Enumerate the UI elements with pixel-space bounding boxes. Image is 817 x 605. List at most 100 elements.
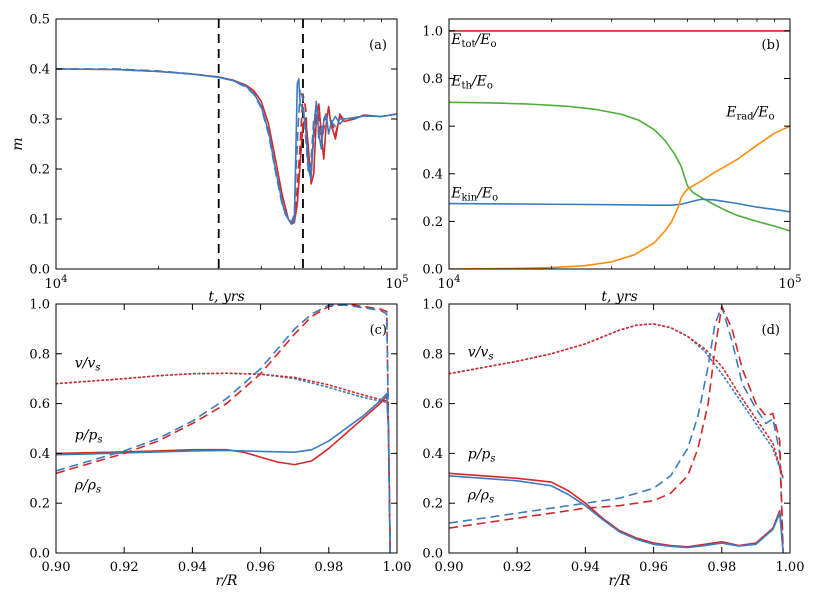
annotation-b-th: Eth/Eo [450, 74, 493, 92]
annotation-tail-sub: s [488, 351, 493, 362]
axes-frame-a [55, 18, 398, 270]
y-tick-label-b-5: 1.0 [422, 24, 443, 39]
x-tick-label-d-1: 0.92 [503, 560, 532, 575]
y-tick-label-d-4: 0.8 [422, 347, 443, 362]
annotation-tail: /E [752, 105, 769, 121]
series-line-c-rho-blue [56, 304, 391, 553]
y-tick-label-b-1: 0.2 [422, 215, 443, 230]
x-tick-label-c-0: 0.90 [42, 560, 71, 575]
annotation-tail-sub: s [97, 435, 102, 446]
annotation-tail-sub: s [490, 453, 495, 464]
series-line-d-rho-blue [449, 305, 784, 553]
y-tick-label-a-1: 0.1 [29, 213, 50, 228]
series-line-b-E_th/E_o [449, 101, 790, 232]
annotation-base: E [450, 186, 461, 202]
x-tick-label-c-2: 0.94 [178, 560, 207, 575]
x-tick-label-c-1: 0.92 [110, 560, 139, 575]
x-tick-exp: 4 [454, 274, 460, 285]
y-tick-label-b-0: 0.0 [422, 263, 443, 278]
annotation-tail-sub: s [96, 485, 101, 496]
annotation-b-rad: Erad/Eo [725, 105, 774, 123]
annotation-sub: tot [461, 39, 475, 50]
series-line-a-red-dashed [56, 68, 397, 223]
y-tick-label-c-3: 0.6 [29, 397, 50, 412]
panel-label-a: (a) [369, 38, 387, 53]
y-tick-label-a-4: 0.4 [29, 63, 50, 78]
series-line-d-rho-red [449, 305, 784, 553]
x-tick-label-a-0: 104 [45, 274, 68, 292]
y-tick-label-c-5: 1.0 [29, 298, 50, 313]
annotation-d-rho: ρ/ρs [467, 487, 494, 505]
annotation-base: v [468, 344, 476, 360]
annotation-tail: /v [474, 344, 489, 360]
x-tick-label-d-4: 0.98 [707, 560, 736, 575]
series-group-b [449, 30, 790, 269]
annotation-tail: /E [470, 74, 487, 90]
annotation-tail-sub: s [489, 494, 494, 505]
x-axis-label-d: r/R [609, 573, 631, 589]
series-line-a-red-solid [56, 68, 397, 225]
annotation-base: E [450, 32, 461, 48]
y-tick-label-d-3: 0.6 [422, 397, 443, 412]
y-tick-label-d-2: 0.4 [422, 447, 443, 462]
annotation-c-v: v/vs [75, 355, 101, 373]
x-tick-label-d-3: 0.96 [639, 560, 668, 575]
annotation-base: E [450, 74, 461, 90]
annotation-tail: /E [475, 186, 492, 202]
y-tick-label-a-3: 0.3 [29, 113, 50, 128]
annotation-tail-sub: o [487, 81, 493, 92]
y-tick-label-a-2: 0.2 [29, 163, 50, 178]
axes-frame-c [55, 303, 398, 554]
x-tick-label-d-2: 0.94 [571, 560, 600, 575]
annotation-sub: th [461, 81, 472, 92]
annotation-tail: /p [82, 428, 98, 444]
y-tick-label-d-5: 1.0 [422, 298, 443, 313]
annotation-tail: /ρ [81, 478, 97, 494]
x-tick-label-b-0: 104 [438, 274, 461, 292]
annotation-tail: /ρ [474, 487, 490, 503]
y-tick-label-b-2: 0.4 [422, 167, 443, 182]
series-line-c-p-blue [56, 392, 391, 553]
annotation-tail-sub: o [492, 193, 498, 204]
annotation-tail: /E [474, 32, 491, 48]
annotation-tail-sub: s [95, 362, 100, 373]
y-tick-label-d-0: 0.0 [422, 547, 443, 562]
series-line-d-p-blue [449, 475, 784, 553]
x-tick-label-c-5: 1.00 [383, 560, 412, 575]
series-line-c-rho-red [56, 304, 391, 553]
y-tick-label-b-4: 0.8 [422, 72, 443, 87]
panel-label-d: (d) [762, 323, 780, 338]
annotation-b-tot: Etot/Eo [450, 32, 496, 50]
annotation-d-v: v/vs [468, 344, 494, 362]
axes-frame-d [448, 303, 791, 554]
panel-c: 0.90 0.92 0.94 0.96 0.98 1.00 0.0 0.2 0.4 0.6 0.8 1… [29, 298, 411, 590]
series-group-d [449, 305, 784, 553]
series-line-c-v-red [56, 372, 388, 402]
y-tick-label-c-0: 0.0 [29, 547, 50, 562]
x-tick-label-c-4: 0.98 [314, 560, 343, 575]
axes-frame-b [448, 18, 791, 270]
x-tick-base: 10 [45, 277, 62, 292]
annotation-base: p [468, 446, 477, 462]
series-group-a [56, 68, 397, 225]
y-tick-label-a-5: 0.5 [29, 13, 50, 28]
series-line-c-v-blue [56, 372, 388, 404]
series-line-a-blue-dashed [56, 68, 397, 224]
annotation-c-rho: ρ/ρs [74, 478, 101, 496]
x-tick-label-d-5: 1.00 [776, 560, 805, 575]
x-tick-base: 10 [438, 277, 455, 292]
x-tick-base: 10 [386, 277, 403, 292]
annotation-base: E [725, 105, 736, 121]
y-tick-label-d-1: 0.2 [422, 497, 443, 512]
annotation-tail-sub: o [769, 112, 775, 123]
x-tick-label-d-0: 0.90 [435, 560, 464, 575]
x-axis-label-c: r/R [216, 573, 238, 589]
y-tick-label-c-4: 0.8 [29, 347, 50, 362]
series-group-c [56, 304, 391, 553]
y-tick-label-a-0: 0.0 [29, 263, 50, 278]
annotation-c-p: p/ps [75, 428, 103, 446]
annotation-base: ρ [467, 487, 477, 503]
annotation-base: v [75, 355, 83, 371]
